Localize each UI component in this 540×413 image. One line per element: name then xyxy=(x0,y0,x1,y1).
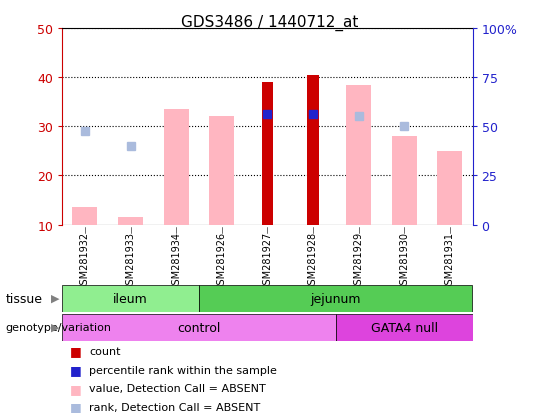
Text: GSM281928: GSM281928 xyxy=(308,231,318,290)
Bar xyxy=(62,314,336,341)
Bar xyxy=(72,208,97,225)
Text: value, Detection Call = ABSENT: value, Detection Call = ABSENT xyxy=(89,383,266,393)
Text: GSM281933: GSM281933 xyxy=(125,231,136,290)
Bar xyxy=(209,117,234,225)
Text: GSM281927: GSM281927 xyxy=(262,231,272,291)
Text: ■: ■ xyxy=(70,363,82,376)
Text: count: count xyxy=(89,346,120,356)
Text: ▶: ▶ xyxy=(51,322,60,332)
Text: GATA4 null: GATA4 null xyxy=(370,321,437,334)
Bar xyxy=(307,76,319,225)
Bar xyxy=(164,110,188,225)
Bar xyxy=(118,218,143,225)
Bar xyxy=(336,314,472,341)
Text: tissue: tissue xyxy=(5,292,43,305)
Text: GSM281926: GSM281926 xyxy=(217,231,227,290)
Bar xyxy=(62,285,199,312)
Text: GDS3486 / 1440712_at: GDS3486 / 1440712_at xyxy=(181,14,359,31)
Bar xyxy=(392,137,417,225)
Text: GSM281929: GSM281929 xyxy=(354,231,363,290)
Bar xyxy=(261,83,273,225)
Text: GSM281932: GSM281932 xyxy=(80,231,90,290)
Text: jejunum: jejunum xyxy=(310,292,361,305)
Text: control: control xyxy=(177,321,220,334)
Text: ■: ■ xyxy=(70,400,82,413)
Text: percentile rank within the sample: percentile rank within the sample xyxy=(89,365,277,375)
Text: GSM281931: GSM281931 xyxy=(445,231,455,290)
Text: rank, Detection Call = ABSENT: rank, Detection Call = ABSENT xyxy=(89,402,260,412)
Text: GSM281934: GSM281934 xyxy=(171,231,181,290)
Bar xyxy=(346,85,371,225)
Text: ▶: ▶ xyxy=(51,293,60,304)
Text: genotype/variation: genotype/variation xyxy=(5,322,111,332)
Text: ■: ■ xyxy=(70,344,82,358)
Text: ileum: ileum xyxy=(113,292,148,305)
Bar xyxy=(437,152,462,225)
Bar xyxy=(199,285,472,312)
Text: GSM281930: GSM281930 xyxy=(399,231,409,290)
Text: ■: ■ xyxy=(70,382,82,395)
